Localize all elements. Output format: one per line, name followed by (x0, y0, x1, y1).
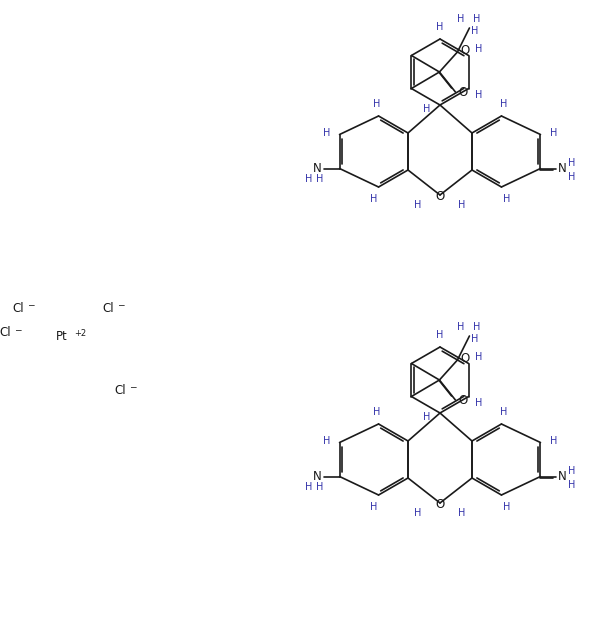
Text: H: H (458, 508, 466, 518)
Text: −: − (27, 300, 34, 310)
Text: H: H (436, 22, 444, 32)
Text: H: H (473, 14, 480, 24)
Text: H: H (316, 173, 323, 183)
Text: H: H (503, 194, 510, 204)
Text: Cl: Cl (12, 302, 24, 315)
Text: H: H (415, 508, 422, 518)
Text: H: H (503, 502, 510, 512)
Text: H: H (500, 99, 507, 109)
Text: Cl: Cl (102, 302, 114, 315)
Text: Cl: Cl (114, 384, 126, 397)
Text: O: O (435, 499, 445, 511)
Text: −: − (14, 326, 21, 334)
Text: O: O (459, 86, 468, 99)
Text: H: H (471, 26, 478, 36)
Text: H: H (550, 128, 557, 138)
Text: H: H (471, 334, 478, 344)
Text: H: H (500, 407, 507, 417)
Text: +2: +2 (74, 329, 86, 339)
Text: Pt: Pt (56, 331, 68, 344)
Text: H: H (316, 481, 323, 492)
Text: H: H (415, 200, 422, 210)
Text: H: H (457, 322, 464, 332)
Text: N: N (313, 162, 322, 175)
Text: H: H (323, 436, 330, 445)
Text: H: H (475, 397, 483, 407)
Text: H: H (475, 352, 483, 363)
Text: H: H (457, 14, 464, 24)
Text: O: O (461, 44, 470, 57)
Text: N: N (558, 162, 567, 175)
Text: H: H (305, 481, 313, 492)
Text: H: H (370, 194, 377, 204)
Text: H: H (370, 502, 377, 512)
Text: H: H (550, 436, 557, 445)
Text: O: O (435, 191, 445, 204)
Text: H: H (305, 173, 313, 183)
Text: H: H (423, 412, 431, 422)
Text: H: H (568, 465, 575, 476)
Text: O: O (459, 394, 468, 407)
Text: H: H (373, 99, 380, 109)
Text: N: N (313, 470, 322, 483)
Text: H: H (475, 89, 483, 99)
Text: H: H (373, 407, 380, 417)
Text: Cl: Cl (0, 326, 11, 339)
Text: H: H (475, 44, 483, 54)
Text: H: H (436, 330, 444, 340)
Text: H: H (458, 200, 466, 210)
Text: −: − (117, 300, 125, 310)
Text: H: H (473, 322, 480, 332)
Text: −: − (129, 383, 136, 392)
Text: O: O (461, 352, 470, 365)
Text: H: H (568, 479, 575, 489)
Text: H: H (568, 157, 575, 167)
Text: N: N (558, 470, 567, 483)
Text: H: H (568, 172, 575, 181)
Text: H: H (323, 128, 330, 138)
Text: H: H (423, 104, 431, 114)
